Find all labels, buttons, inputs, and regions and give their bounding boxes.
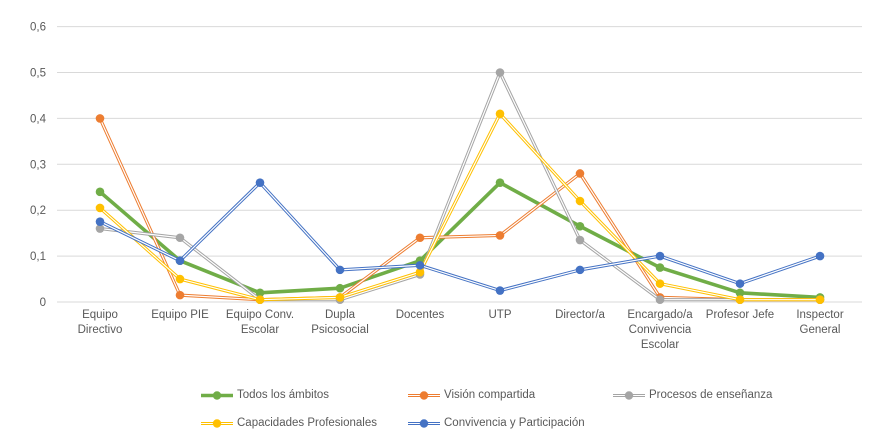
data-point xyxy=(415,267,425,277)
data-point xyxy=(655,295,665,305)
data-point xyxy=(655,279,665,288)
data-point xyxy=(655,263,665,272)
x-axis-label: Docentes xyxy=(396,309,445,321)
data-point xyxy=(575,196,585,206)
legend-label: Visión compartida xyxy=(444,389,536,401)
series-line-inner xyxy=(99,71,821,301)
x-axis-label: Director/a xyxy=(555,309,605,321)
data-point xyxy=(415,233,425,243)
data-point xyxy=(175,274,185,284)
y-tick-label: 0,2 xyxy=(30,205,46,217)
x-axis-label: Encargado/a Convivencia Escolar xyxy=(627,309,693,351)
data-point xyxy=(815,295,825,305)
x-axis-label: Inspector General xyxy=(796,309,843,336)
x-axis-label: Profesor Jefe xyxy=(706,309,774,321)
y-tick-label: 0 xyxy=(40,297,46,309)
data-point xyxy=(495,286,505,295)
series-3-line xyxy=(95,68,825,305)
legend-item: Procesos de enseñanza xyxy=(612,389,772,401)
data-point xyxy=(495,178,505,187)
data-point xyxy=(95,187,105,197)
data-point xyxy=(255,288,265,298)
data-point xyxy=(175,233,185,243)
series-line-inner xyxy=(99,113,821,301)
data-point xyxy=(495,231,505,240)
legend-item: Capacidades Profesionales xyxy=(200,417,377,429)
data-point xyxy=(735,279,745,288)
data-point xyxy=(175,290,185,300)
legend-label: Convivencia y Participación xyxy=(444,417,585,429)
legend-label: Procesos de enseñanza xyxy=(649,389,773,401)
data-point xyxy=(335,283,345,293)
x-axis-label: Dupla Psicosocial xyxy=(311,309,369,336)
legend-marker-icon xyxy=(613,390,645,400)
series-5-line xyxy=(95,178,825,295)
data-point xyxy=(95,203,105,213)
data-point xyxy=(735,295,745,305)
data-point xyxy=(495,68,505,77)
data-point xyxy=(335,265,345,275)
legend-marker-icon xyxy=(201,418,233,428)
data-point xyxy=(255,178,265,187)
series-line xyxy=(98,70,822,302)
legend-item: Todos los ámbitos xyxy=(200,389,329,401)
legend-item: Visión compartida xyxy=(407,389,535,401)
x-axis-label: Equipo Directivo xyxy=(78,309,123,336)
y-tick-label: 0,3 xyxy=(30,159,46,171)
data-point xyxy=(575,169,585,178)
data-point xyxy=(415,260,425,270)
plot-area: 0 0,1 0,2 0,3 0,4 0,5 0,6 Equipo Directivo Equipo… xyxy=(30,22,862,351)
series-line-inner xyxy=(99,182,821,292)
series-line xyxy=(98,180,822,300)
data-point xyxy=(175,256,185,265)
data-point xyxy=(735,288,745,298)
series-1-line xyxy=(95,178,825,302)
data-point xyxy=(655,251,665,261)
data-point xyxy=(495,109,505,119)
legend-label: Capacidades Profesionales xyxy=(237,417,378,429)
data-point xyxy=(95,224,105,233)
data-point xyxy=(575,221,585,231)
x-axis-label: Equipo PIE xyxy=(151,309,209,321)
y-tick-label: 0,1 xyxy=(30,251,46,263)
y-tick-label: 0,6 xyxy=(30,22,46,34)
legend-marker-icon xyxy=(408,418,440,428)
series-4-line xyxy=(95,109,825,305)
data-point xyxy=(815,251,825,261)
legend-marker-icon xyxy=(408,390,440,400)
data-point xyxy=(575,235,585,245)
data-point xyxy=(95,217,105,226)
legend-marker-icon xyxy=(201,390,233,400)
data-point xyxy=(575,265,585,275)
data-point xyxy=(335,293,345,302)
x-axis-label: Equipo Conv. Escolar xyxy=(226,309,294,336)
legend-item: Convivencia y Participación xyxy=(407,417,585,429)
data-point xyxy=(255,295,265,305)
y-tick-label: 0,5 xyxy=(30,68,46,80)
x-axis-label: UTP xyxy=(489,309,512,321)
y-tick-label: 0,4 xyxy=(30,113,47,125)
data-point xyxy=(95,114,105,123)
legend-label: Todos los ámbitos xyxy=(237,389,330,401)
